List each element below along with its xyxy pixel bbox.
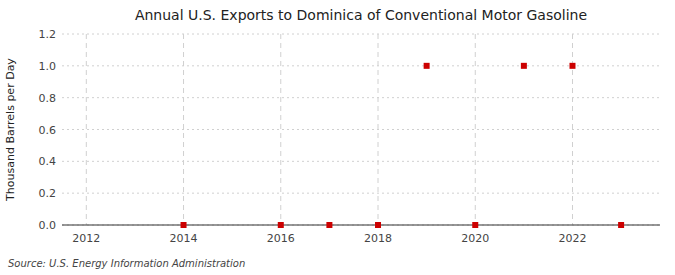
x-tick-label: 2014 [170,232,198,245]
points [181,63,625,228]
y-tick-label: 0.0 [39,219,57,232]
y-grid-line [62,129,660,130]
point [618,222,624,228]
y-tick-label: 0.6 [39,124,57,137]
title: Annual U.S. Exports to Dominica of Conve… [135,7,587,23]
x-tick-label: 2018 [364,232,392,245]
x-tick-label: 2016 [267,232,295,245]
point [472,222,478,228]
x-axis-line [62,224,660,225]
source-note: Source: U.S. Energy Information Administ… [8,258,245,269]
point [181,222,187,228]
point [375,222,381,228]
point [521,63,527,69]
y-grid-line [62,97,660,98]
x-grid-line [280,34,281,225]
y-tick-label: 0.4 [39,155,57,168]
y-tick-label: 0.8 [39,92,57,105]
x-tick-label: 2022 [558,232,586,245]
y-grid-line [62,193,660,194]
x-grid-line [378,34,379,225]
y-axis-label: Thousand Barrels per Day [4,58,17,202]
x-grid-line [572,34,573,225]
point [569,63,575,69]
point [278,222,284,228]
point [424,63,430,69]
x-grid-line [475,34,476,225]
y-tick-label: 1.0 [39,60,57,73]
chart: 0.0 0.2 0.4 0.6 0.8 1.0 1.2 2012 2014 2016 2018 202… [0,0,675,275]
y-grid-line [62,225,660,226]
y-tick-label: 0.2 [39,187,57,200]
grid [62,34,660,225]
y-tick-label: 1.2 [39,28,57,41]
point [326,222,332,228]
y-grid-line [62,34,660,35]
x-grid-line [183,34,184,225]
y-grid-line [62,161,660,162]
x-grid-line [86,34,87,225]
x-tick-label: 2020 [461,232,489,245]
x-tick-label: 2012 [72,232,100,245]
